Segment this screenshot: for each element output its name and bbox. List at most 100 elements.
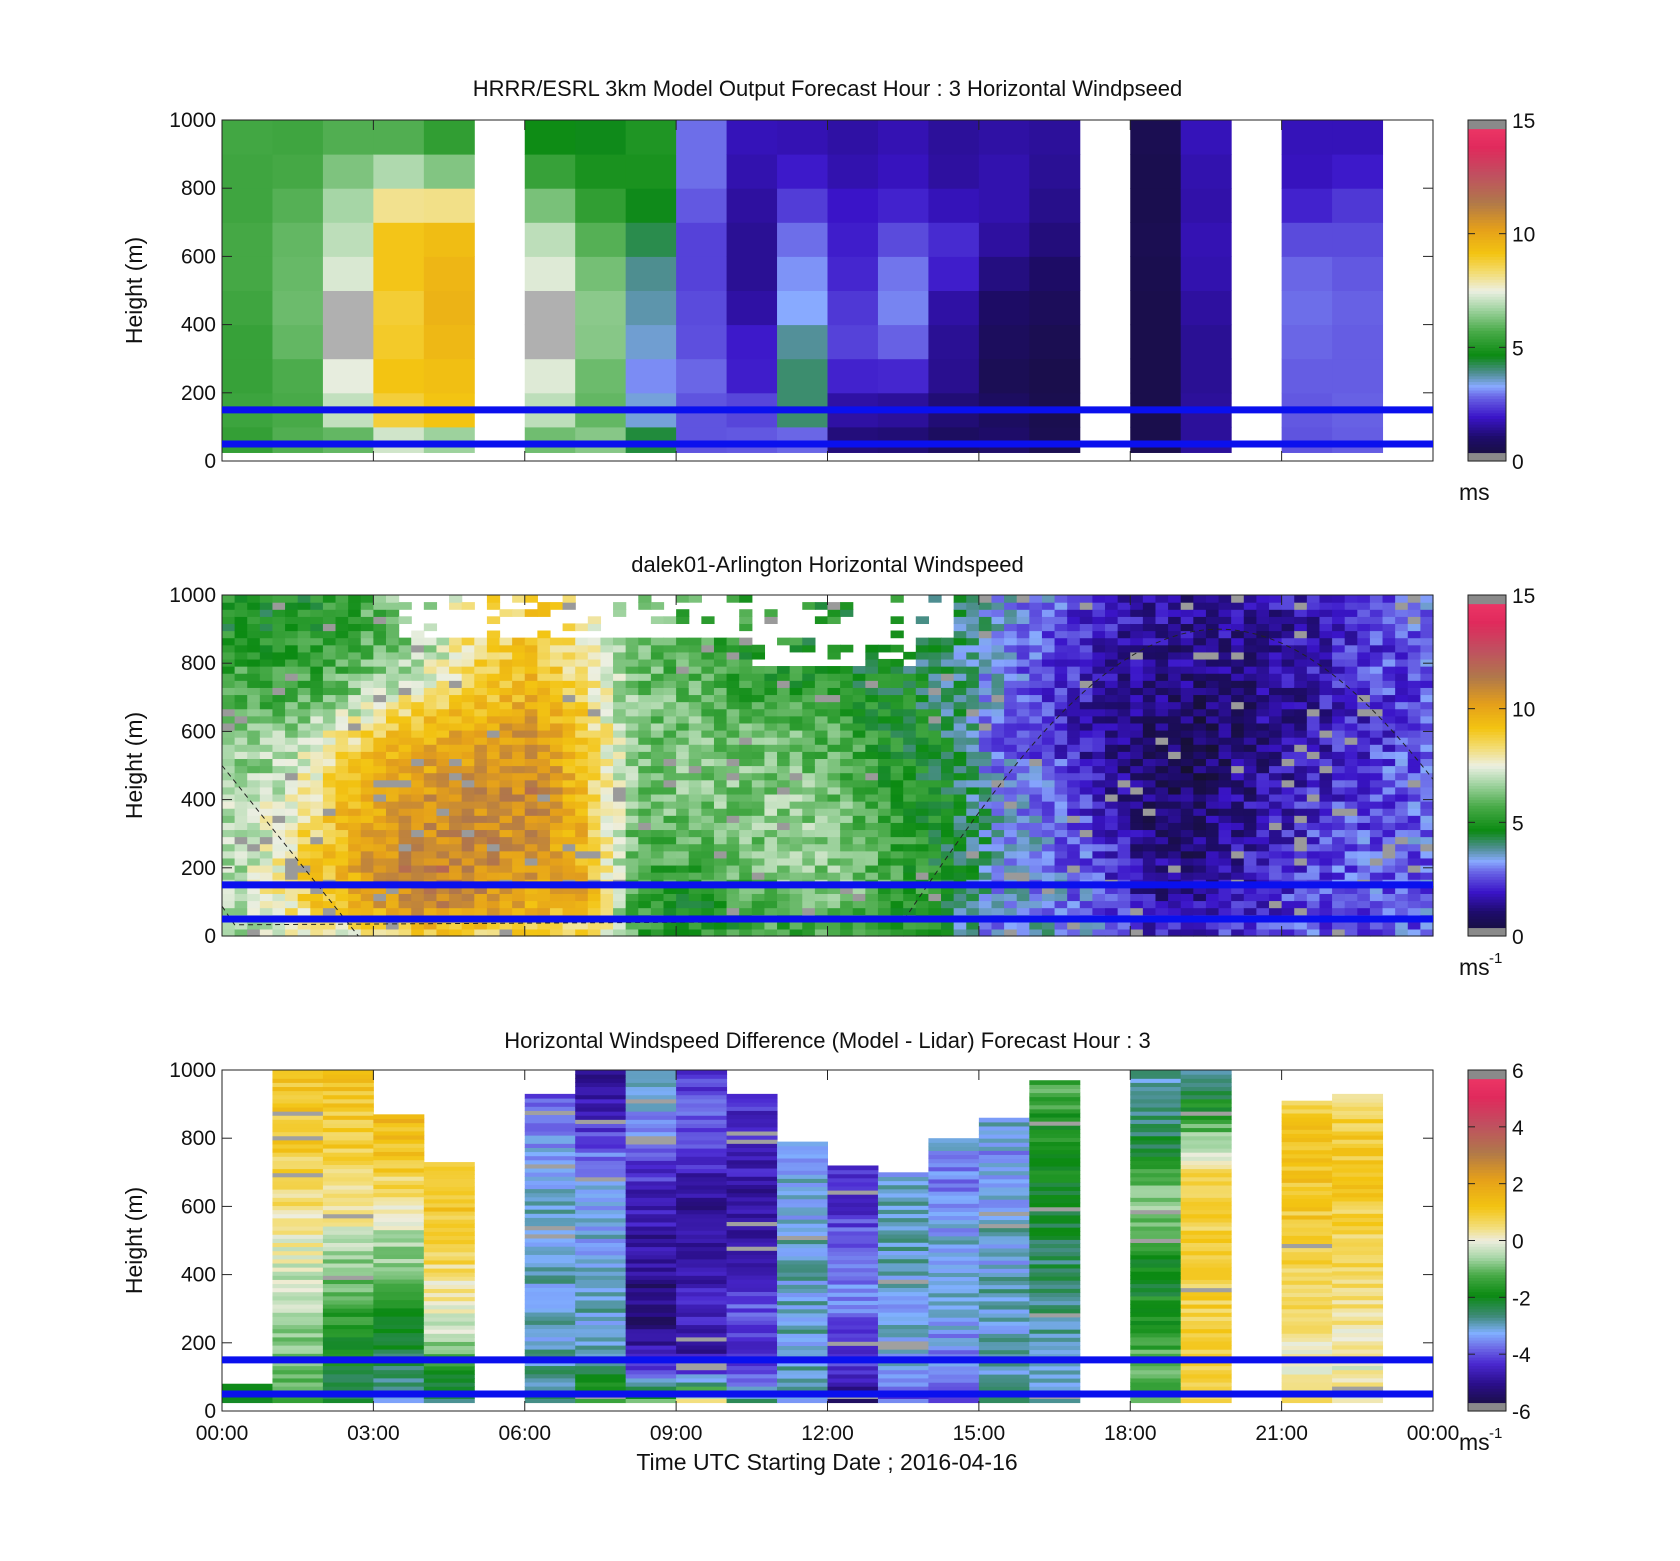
heatmap-cell bbox=[348, 829, 362, 838]
heatmap-cell bbox=[297, 786, 311, 795]
heatmap-cell bbox=[272, 1147, 324, 1153]
heatmap-cell bbox=[1205, 687, 1220, 696]
colorbar-swatch bbox=[1468, 643, 1506, 647]
heatmap-cell bbox=[1130, 729, 1144, 738]
heatmap-cell bbox=[272, 722, 286, 731]
heatmap-cell bbox=[1407, 907, 1421, 916]
heatmap-cell bbox=[1142, 715, 1157, 724]
heatmap-cell bbox=[297, 815, 311, 823]
heatmap-cell bbox=[827, 715, 841, 724]
heatmap-cell bbox=[360, 907, 374, 916]
heatmap-cell bbox=[587, 786, 602, 795]
heatmap-cell bbox=[1256, 623, 1270, 632]
heatmap-cell bbox=[978, 715, 993, 724]
heatmap-cell bbox=[650, 779, 665, 788]
heatmap-cell bbox=[272, 1168, 324, 1174]
heatmap-cell bbox=[1041, 680, 1056, 688]
heatmap-cell bbox=[1067, 708, 1081, 717]
heatmap-cell bbox=[272, 1373, 324, 1379]
heatmap-cell bbox=[1155, 708, 1169, 717]
heatmap-cell bbox=[436, 765, 450, 774]
heatmap-cell bbox=[1130, 426, 1182, 453]
heatmap-cell bbox=[1130, 680, 1144, 688]
heatmap-cell bbox=[1168, 737, 1182, 745]
heatmap-cell bbox=[764, 864, 778, 873]
heatmap-cell bbox=[322, 850, 337, 859]
heatmap-cell bbox=[436, 786, 450, 795]
heatmap-cell bbox=[222, 651, 236, 660]
heatmap-cell bbox=[1369, 651, 1384, 660]
heatmap-cell bbox=[978, 779, 993, 788]
heatmap-cell bbox=[499, 637, 513, 646]
colorbar-swatch bbox=[1468, 324, 1506, 329]
heatmap-cell bbox=[1067, 822, 1081, 831]
heatmap-cell bbox=[802, 602, 816, 610]
heatmap-cell bbox=[1319, 779, 1333, 788]
heatmap-cell bbox=[1054, 744, 1068, 752]
heatmap-cell bbox=[1205, 801, 1220, 809]
heatmap-cell bbox=[398, 808, 412, 816]
heatmap-cell bbox=[1332, 758, 1346, 767]
colorbar-swatch bbox=[1468, 623, 1506, 627]
heatmap-cell bbox=[928, 779, 942, 788]
heatmap-cell bbox=[827, 609, 841, 617]
heatmap-cell bbox=[512, 722, 526, 731]
heatmap-cell bbox=[1407, 602, 1421, 610]
heatmap-cell bbox=[1218, 609, 1232, 617]
heatmap-cell bbox=[524, 651, 538, 660]
heatmap-cell bbox=[360, 864, 374, 873]
heatmap-cell bbox=[676, 644, 690, 653]
heatmap-cell bbox=[865, 701, 879, 710]
heatmap-cell bbox=[852, 907, 866, 916]
heatmap-cell bbox=[840, 921, 854, 930]
heatmap-cell bbox=[1168, 609, 1182, 617]
heatmap-cell bbox=[272, 779, 286, 788]
heatmap-cell bbox=[499, 900, 513, 909]
heatmap-cell bbox=[486, 630, 501, 639]
heatmap-cell bbox=[1319, 609, 1333, 617]
heatmap-cell bbox=[385, 822, 400, 831]
heatmap-cell bbox=[322, 779, 337, 788]
heatmap-cell bbox=[222, 808, 236, 816]
heatmap-cell bbox=[385, 808, 400, 816]
heatmap-cell bbox=[449, 729, 463, 738]
heatmap-cell bbox=[890, 708, 904, 717]
colorbar-swatch bbox=[1468, 154, 1506, 158]
colorbar-swatch bbox=[1468, 697, 1506, 701]
heatmap-cell bbox=[928, 907, 942, 916]
heatmap-cell bbox=[1294, 651, 1308, 660]
heatmap-cell bbox=[789, 815, 803, 823]
heatmap-cell bbox=[1357, 843, 1371, 852]
heatmap-cell bbox=[1420, 886, 1434, 894]
heatmap-cell bbox=[486, 928, 501, 937]
heatmap-cell bbox=[802, 801, 816, 809]
heatmap-cell bbox=[562, 729, 576, 738]
heatmap-cell bbox=[222, 188, 273, 223]
heatmap-cell bbox=[1344, 765, 1358, 774]
heatmap-cell bbox=[285, 765, 299, 774]
heatmap-cell bbox=[1281, 779, 1295, 788]
heatmap-cell bbox=[1294, 758, 1308, 767]
heatmap-cell bbox=[865, 694, 879, 703]
heatmap-cell bbox=[1319, 687, 1333, 696]
heatmap-cell bbox=[1294, 801, 1308, 809]
heatmap-cell bbox=[1029, 666, 1043, 674]
heatmap-cell bbox=[1319, 836, 1333, 845]
heatmap-cell bbox=[802, 666, 816, 674]
heatmap-cell bbox=[1281, 358, 1333, 394]
heatmap-cell bbox=[1004, 872, 1018, 880]
heatmap-cell bbox=[777, 120, 828, 155]
heatmap-cell bbox=[423, 680, 438, 688]
heatmap-cell bbox=[1395, 886, 1409, 894]
heatmap-cell bbox=[234, 843, 248, 852]
heatmap-cell bbox=[1281, 694, 1295, 703]
heatmap-cell bbox=[322, 324, 374, 360]
heatmap-cell bbox=[991, 815, 1005, 823]
heatmap-cell bbox=[411, 801, 425, 809]
heatmap-cell bbox=[777, 893, 791, 902]
heatmap-cell bbox=[1029, 694, 1043, 703]
heatmap-cell bbox=[877, 815, 892, 823]
heatmap-cell bbox=[877, 857, 892, 866]
heatmap-cell bbox=[259, 666, 274, 674]
heatmap-cell bbox=[1294, 687, 1308, 696]
